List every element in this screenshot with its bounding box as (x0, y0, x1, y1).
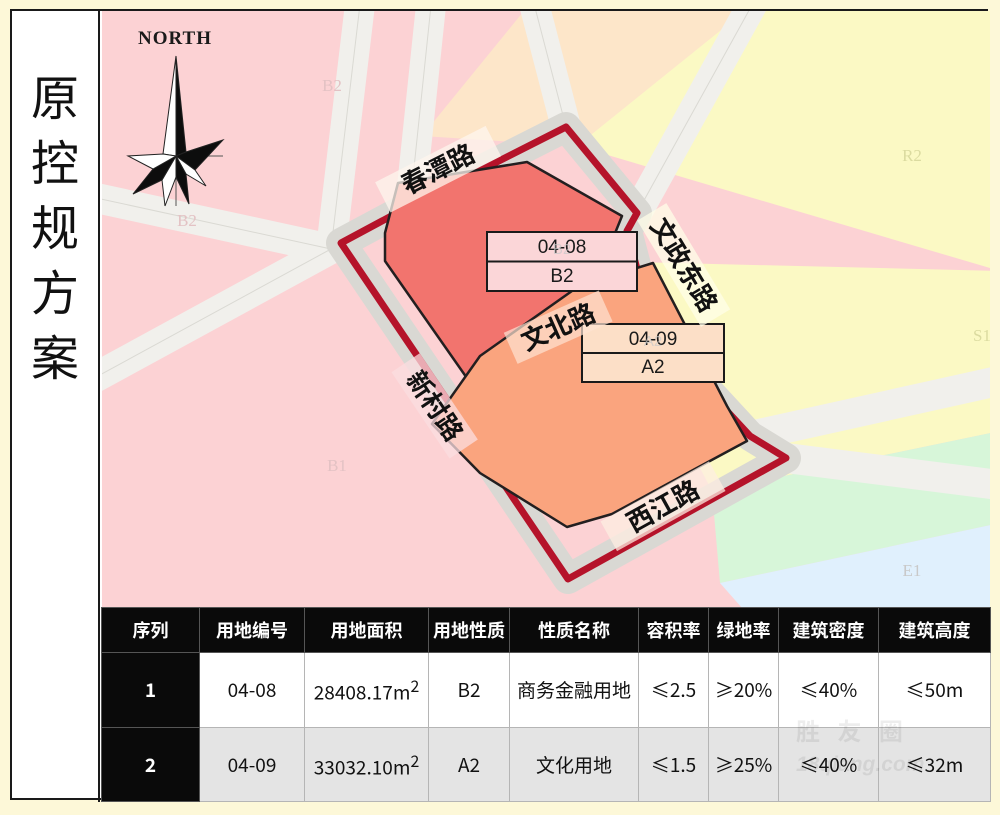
svg-text:S1: S1 (973, 326, 990, 345)
svg-text:B2: B2 (322, 76, 342, 95)
svg-text:NORTH: NORTH (138, 28, 212, 49)
svg-text:E1: E1 (903, 561, 922, 580)
svg-text:B2: B2 (177, 211, 197, 230)
svg-text:A2: A2 (641, 357, 664, 378)
svg-text:A2: A2 (644, 333, 662, 350)
svg-text:R2: R2 (902, 146, 922, 165)
svg-text:B1: B1 (327, 456, 347, 475)
svg-text:B2: B2 (550, 266, 573, 287)
svg-text:B2: B2 (553, 241, 571, 258)
